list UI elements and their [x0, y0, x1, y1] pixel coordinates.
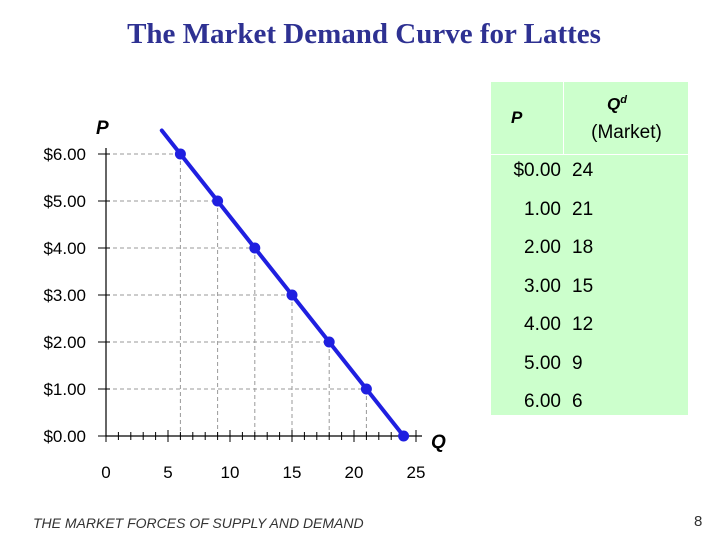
table-cell-price: 4.00	[524, 314, 561, 335]
axis-ticks	[98, 153, 417, 442]
y-axis-label: P	[96, 118, 109, 139]
x-tick-label: 0	[101, 463, 110, 482]
quantity-header-superscript: d	[620, 94, 627, 106]
chart-axes	[105, 148, 422, 437]
table-cell-quantity: 12	[572, 314, 594, 335]
x-tick-label: 15	[283, 463, 302, 482]
quantity-column-header: Qd	[607, 94, 627, 115]
y-tick-label: $3.00	[43, 286, 86, 305]
table-rows: $0.00 24 1.00 21 2.00 18 3.00 15 4.00 12 5.00 9 6.00…	[491, 156, 688, 426]
slide-footer: THE MARKET FORCES OF SUPPLY AND DEMAND	[33, 515, 364, 531]
header-divider	[491, 154, 688, 155]
price-column-header: P	[511, 108, 523, 127]
demand-schedule-table: P Qd (Market) $0.00 24 1.00 21 2.00 18 3.00 15 4…	[491, 82, 688, 415]
x-axis-label: Q	[431, 432, 446, 453]
table-cell-quantity: 6	[572, 391, 583, 412]
table-row: 3.00 15	[491, 272, 688, 311]
table-row: 6.00 6	[491, 387, 688, 426]
table-cell-quantity: 18	[572, 237, 594, 258]
data-point	[323, 336, 335, 348]
y-tick-label: $1.00	[43, 380, 86, 399]
column-divider	[563, 82, 564, 154]
table-cell-price: 5.00	[524, 352, 561, 374]
y-tick-label: $4.00	[43, 239, 86, 258]
x-tick-label: 5	[163, 463, 172, 482]
table-row: 2.00 18	[491, 233, 688, 272]
data-point	[249, 242, 261, 254]
table-cell-quantity: 21	[572, 198, 594, 220]
table-cell-price: 1.00	[524, 198, 561, 220]
table-cell-price: 3.00	[524, 275, 561, 297]
data-points	[174, 148, 410, 442]
table-row: 1.00 21	[491, 195, 688, 234]
y-tick-label: $0.00	[43, 427, 86, 446]
y-tick-label: $2.00	[43, 333, 86, 352]
table-row: 4.00 12	[491, 310, 688, 349]
table-cell-quantity: 15	[572, 275, 594, 297]
data-point	[174, 148, 186, 160]
quantity-column-subheader: (Market)	[591, 122, 662, 143]
x-tick-label: 20	[345, 463, 364, 482]
y-tick-label: $5.00	[43, 192, 86, 211]
table-cell-quantity: 24	[572, 160, 594, 181]
quantity-header-text: Q	[607, 94, 621, 114]
x-tick-label: 25	[407, 463, 426, 482]
slide-title: The Market Demand Curve for Lattes	[127, 18, 601, 50]
table-row: 5.00 9	[491, 349, 688, 388]
table-row: $0.00 24	[491, 156, 688, 195]
table-cell-price: 6.00	[524, 391, 561, 412]
data-point	[286, 289, 298, 301]
page-number: 8	[694, 513, 703, 530]
table-cell-quantity: 9	[572, 352, 583, 374]
data-point	[212, 195, 224, 207]
tick-labels: $0.00 $1.00 $2.00 $3.00 $4.00 $5.00 $6.00 0 5 10 1…	[43, 145, 425, 482]
guide-lines	[106, 153, 367, 436]
data-point	[398, 430, 410, 442]
data-point	[360, 383, 372, 395]
table-cell-price: 2.00	[524, 237, 561, 258]
y-tick-label: $6.00	[43, 145, 86, 164]
x-tick-label: 10	[221, 463, 240, 482]
table-cell-price: $0.00	[513, 160, 561, 181]
